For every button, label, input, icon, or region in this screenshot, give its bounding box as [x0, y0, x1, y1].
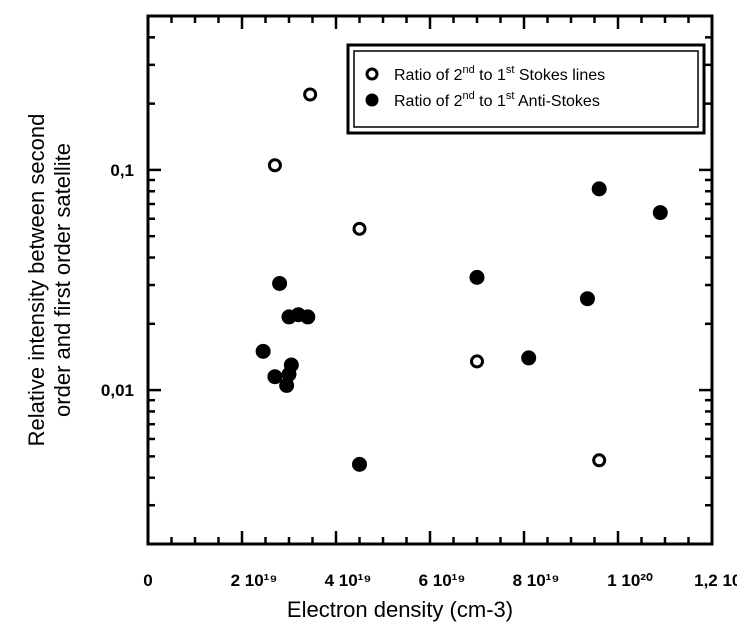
anti-stokes-point — [255, 343, 271, 359]
x-tick-label: 0 — [143, 571, 152, 590]
legend-frame-inner — [353, 50, 699, 128]
x-tick-labels: 0 2 10¹⁹ 4 10¹⁹ 6 10¹⁹ 8 10¹⁹ 1 10²⁰ 1,2 10²⁰ — [143, 571, 737, 590]
anti-stokes-point — [469, 269, 485, 285]
x-tick-label: 1 10²⁰ — [607, 571, 653, 590]
legend-marker-stokes — [365, 67, 379, 81]
anti-stokes-point — [272, 275, 288, 291]
x-tick-label: 6 10¹⁹ — [419, 571, 466, 590]
legend-label: Ratio of 2nd to 1st Stokes lines — [394, 64, 605, 84]
anti-stokes-point — [283, 357, 299, 373]
stokes-point — [267, 158, 282, 173]
stokes-point — [303, 87, 318, 102]
x-axis-label: Electron density (cm-3) — [287, 597, 513, 622]
x-tick-label: 1,2 10²⁰ — [694, 571, 737, 590]
y-axis-label-line2: order and first order satellite — [50, 143, 75, 417]
anti-stokes-point — [579, 291, 595, 307]
x-tick-label: 8 10¹⁹ — [513, 571, 560, 590]
legend-frame-outer — [346, 43, 706, 135]
x-tick-label: 2 10¹⁹ — [231, 571, 278, 590]
stokes-point — [592, 453, 607, 468]
legend: Ratio of 2nd to 1st Stokes lines Ratio of… — [346, 43, 706, 135]
stokes-point — [352, 221, 367, 236]
anti-stokes-point — [591, 181, 607, 197]
anti-stokes-point — [521, 350, 537, 366]
anti-stokes-point — [652, 205, 668, 221]
anti-stokes-point — [300, 309, 316, 325]
axis-ticks — [146, 14, 714, 546]
y-tick-label: 0,01 — [101, 381, 134, 400]
legend-marker-anti-stokes — [365, 93, 379, 107]
legend-entries: Ratio of 2nd to 1st Stokes lines Ratio of… — [365, 64, 605, 110]
stokes-point — [470, 354, 484, 369]
y-axis-label-line1: Relative intensity between second — [24, 114, 49, 447]
x-tick-label: 4 10¹⁹ — [325, 571, 372, 590]
y-tick-labels: 0,1 0,01 — [101, 161, 134, 400]
anti-stokes-point — [267, 369, 283, 385]
y-tick-label: 0,1 — [110, 161, 134, 180]
anti-stokes-point — [352, 456, 367, 472]
legend-label: Ratio of 2nd to 1st Anti-Stokes — [394, 90, 600, 110]
data-points — [255, 87, 668, 472]
